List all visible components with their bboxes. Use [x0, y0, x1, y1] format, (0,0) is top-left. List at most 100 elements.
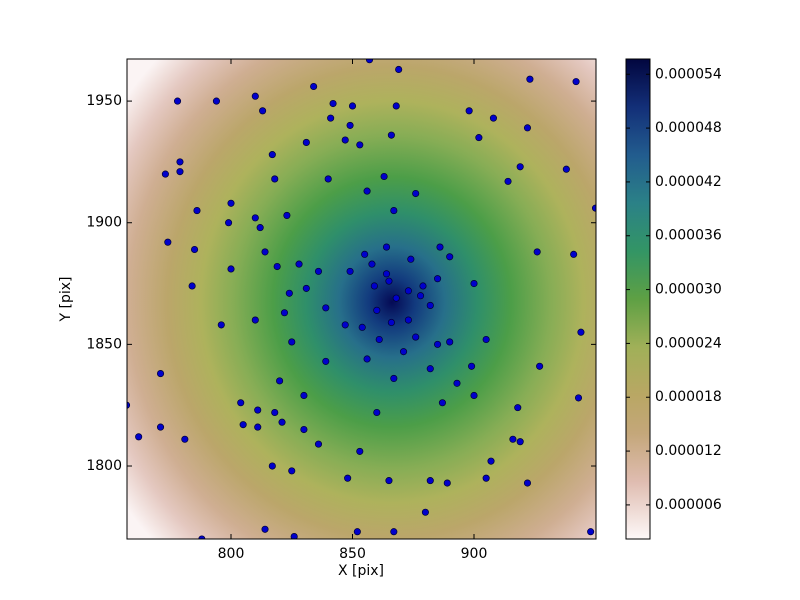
point — [523, 124, 532, 132]
point — [356, 141, 364, 149]
point — [587, 528, 595, 536]
point — [443, 479, 451, 487]
point — [382, 243, 391, 251]
point — [254, 406, 262, 414]
point — [251, 316, 259, 324]
point — [276, 377, 284, 385]
point — [283, 211, 291, 219]
point — [193, 207, 201, 215]
x-axis-label: X [pix] — [338, 563, 384, 579]
point — [417, 292, 425, 300]
colorbar-tick-label: 0.000018 — [655, 389, 722, 405]
point — [475, 134, 483, 142]
point — [390, 207, 398, 215]
point — [191, 245, 199, 254]
point — [239, 421, 247, 429]
point — [188, 282, 196, 290]
point — [212, 97, 220, 105]
point — [373, 306, 381, 314]
point — [288, 467, 296, 475]
point — [404, 287, 412, 295]
point — [176, 168, 184, 176]
point — [482, 474, 490, 482]
point — [465, 107, 473, 115]
point — [251, 92, 259, 100]
point — [341, 136, 349, 144]
point — [514, 404, 522, 412]
point — [280, 309, 289, 317]
point — [261, 248, 269, 256]
point — [392, 102, 400, 110]
point — [314, 267, 323, 275]
point — [227, 199, 235, 207]
point — [370, 282, 378, 290]
colorbar-tick-label: 0.000054 — [655, 66, 722, 82]
point — [164, 238, 172, 246]
point — [344, 474, 352, 482]
point — [482, 335, 490, 344]
point — [346, 267, 354, 275]
point — [468, 362, 476, 370]
point — [268, 151, 276, 159]
points — [127, 59, 596, 539]
y-axis-label: Y [pix] — [58, 277, 74, 323]
point — [173, 97, 182, 105]
point — [278, 418, 286, 426]
point — [570, 250, 578, 258]
point — [254, 423, 262, 431]
point — [324, 175, 332, 183]
point — [399, 348, 408, 356]
point — [217, 321, 225, 329]
point — [227, 265, 235, 273]
colorbar-tick-label: 0.000042 — [655, 174, 722, 190]
point — [438, 399, 446, 407]
point — [533, 248, 541, 256]
point — [348, 102, 357, 110]
point — [426, 477, 434, 485]
point — [290, 533, 298, 539]
point — [363, 187, 371, 195]
point — [536, 362, 544, 370]
point — [434, 340, 442, 348]
point — [390, 528, 398, 536]
point — [314, 440, 323, 448]
colorbar-tick-label: 0.000036 — [655, 228, 722, 244]
point — [361, 250, 369, 258]
point — [526, 75, 534, 83]
point — [310, 82, 318, 91]
point — [285, 289, 293, 297]
point — [176, 158, 184, 166]
point — [135, 433, 143, 441]
point — [523, 479, 532, 487]
colorbar-tick-label: 0.000024 — [655, 335, 722, 351]
point — [380, 172, 388, 181]
point — [574, 394, 583, 402]
point — [251, 214, 259, 222]
point — [382, 270, 391, 278]
point — [268, 462, 276, 470]
point — [572, 78, 580, 86]
point — [385, 477, 393, 485]
point — [489, 114, 498, 122]
point — [346, 121, 354, 129]
point — [407, 255, 415, 263]
point — [562, 165, 570, 173]
point — [302, 138, 310, 146]
point — [225, 219, 233, 227]
point — [390, 374, 398, 382]
point — [271, 175, 279, 183]
point — [373, 408, 381, 417]
point — [181, 435, 189, 443]
point — [358, 323, 366, 331]
point — [302, 284, 310, 292]
point — [470, 391, 478, 400]
point — [156, 370, 165, 378]
point — [446, 253, 454, 261]
point — [356, 447, 364, 455]
point — [295, 260, 303, 268]
point — [392, 294, 400, 302]
point — [426, 365, 434, 373]
point — [487, 457, 495, 465]
colorbar-tick-label: 0.000030 — [655, 282, 722, 298]
